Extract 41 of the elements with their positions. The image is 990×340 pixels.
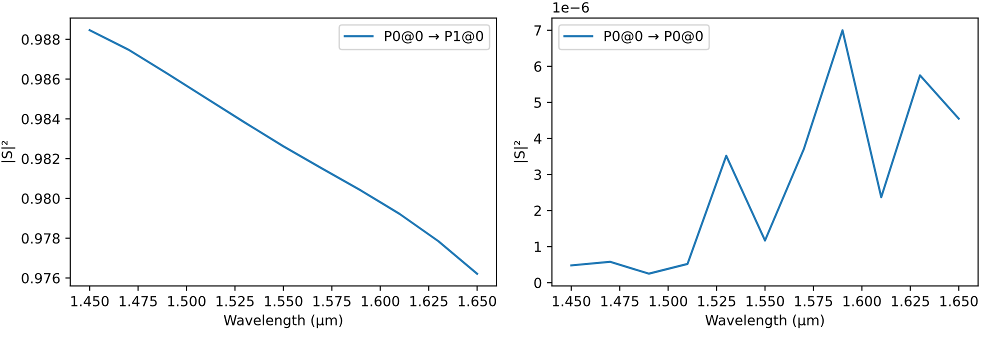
x-tick-label: 1.525 [216,296,254,306]
y-tick-label: 0.982 [22,154,60,164]
legend-label: P0@0 → P1@0 [385,30,484,44]
text: 1e−6 [553,2,589,13]
x-tick-label: 1.500 [168,296,206,306]
y-tick-label: 0.980 [22,193,60,204]
x-tick-label: 1.650 [458,296,496,306]
x-tick-label: 1.550 [265,296,302,306]
legend-label: P0@0 → P0@0 [604,30,703,44]
y-tick-label: 4 [534,134,542,144]
y-tick-label: 6 [534,61,542,72]
y-tick-label: 0.984 [22,114,60,124]
y-tick-label: 1 [534,242,541,252]
x-tick-label: 1.650 [940,296,978,306]
y-tick-label: 3 [534,169,542,180]
y-tick-label: 2 [534,206,541,216]
x-axis-title: Wavelength (µm) [224,314,342,328]
y-tick-label: 0.988 [22,34,60,45]
x-tick-label: 1.600 [844,296,881,306]
y-tick-label: 0.986 [22,74,60,85]
y-tick-label: 0.978 [22,233,60,244]
x-tick-label: 1.575 [795,296,832,306]
x-tick-label: 1.500 [650,296,688,306]
x-tick-label: 1.625 [892,296,929,306]
x-tick-label: 1.550 [746,296,784,306]
y-tick-label: 5 [534,98,541,108]
line-series [570,29,960,275]
x-tick-label: 1.475 [120,296,157,306]
x-tick-label: 1.475 [601,296,638,306]
x-tick-label: 1.450 [552,296,590,306]
y-axis-title: |S|² [514,140,528,162]
x-tick-label: 1.600 [362,296,400,306]
x-axis-title: Wavelength (µm) [705,314,824,328]
x-tick-label: 1.575 [313,296,350,306]
y-tick-label: 0 [534,278,542,288]
y-axis-title: |S|² [1,140,16,162]
x-tick-label: 1.625 [410,296,448,306]
x-tick-label: 1.525 [698,296,736,306]
y-tick-label: 0.976 [22,272,60,284]
x-tick-label: 1.450 [71,296,109,306]
y-tick-label: 7 [534,25,541,36]
